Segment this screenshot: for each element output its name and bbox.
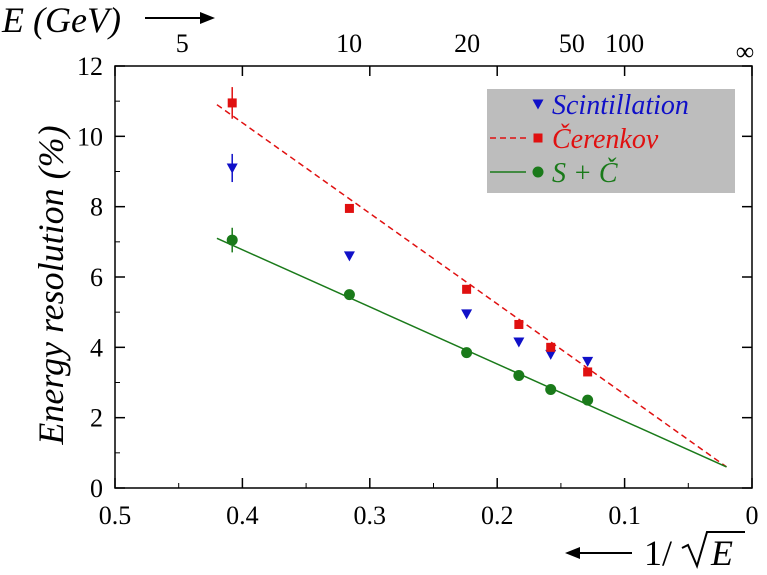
x-tick-label: 0.1 xyxy=(608,501,641,530)
legend-box xyxy=(487,89,735,193)
top-axis-title: E (GeV) xyxy=(1,0,121,40)
data-point xyxy=(226,234,238,246)
data-point xyxy=(462,284,472,294)
y-tick-label: 0 xyxy=(90,474,103,503)
legend-marker xyxy=(533,133,543,143)
legend-label: Čerenkov xyxy=(552,124,659,155)
x-tick-label: 0.5 xyxy=(99,501,132,530)
data-point xyxy=(226,163,238,174)
top-tick-label: ∞ xyxy=(736,37,755,66)
data-point xyxy=(461,309,473,320)
y-tick-label: 12 xyxy=(77,52,103,81)
top-tick-label: 50 xyxy=(559,29,585,58)
data-point xyxy=(227,98,237,108)
series-points xyxy=(226,153,594,367)
data-point xyxy=(582,356,594,367)
data-point xyxy=(545,349,557,360)
data-point xyxy=(514,319,524,329)
svg-text:E: E xyxy=(710,533,733,573)
y-tick-label: 6 xyxy=(90,263,103,292)
data-point xyxy=(344,203,354,213)
y-tick-label: 4 xyxy=(90,333,103,362)
y-tick-label: 2 xyxy=(90,404,103,433)
top-tick-label: 100 xyxy=(605,29,644,58)
series-points xyxy=(226,227,594,406)
legend-marker xyxy=(532,166,544,178)
legend-marker xyxy=(532,99,544,110)
data-points xyxy=(226,87,594,406)
x-tick-label: 0 xyxy=(746,501,759,530)
data-point xyxy=(546,342,556,352)
legend-label: S + Č xyxy=(552,158,618,189)
top-tick-label: 5 xyxy=(176,29,189,58)
axis-ticks: 0.5 0.4 0.3 0.2 0.1 0 0 2 4 6 8 10 12 5 10 20 50 100 ∞ xyxy=(77,29,759,530)
x-tick-label: 0.2 xyxy=(481,501,514,530)
bottom-axis-title: 1/ E xyxy=(644,531,745,573)
data-point xyxy=(461,347,473,359)
legend-label: Scintillation xyxy=(552,90,689,121)
data-point xyxy=(582,394,594,406)
x-tick-label: 0.3 xyxy=(354,501,387,530)
bottom-axis-arrow xyxy=(565,547,632,559)
data-point xyxy=(343,289,355,301)
y-tick-label: 10 xyxy=(77,122,103,151)
data-point xyxy=(513,337,525,348)
top-tick-label: 10 xyxy=(336,29,362,58)
data-point xyxy=(513,369,525,381)
y-axis-title: Energy resolution (%) xyxy=(31,125,71,445)
x-tick-label: 0.4 xyxy=(226,501,259,530)
data-point xyxy=(583,367,593,377)
series-points xyxy=(227,87,593,377)
svg-text:1/: 1/ xyxy=(644,533,672,573)
top-tick-label: 20 xyxy=(454,29,480,58)
data-point xyxy=(545,384,557,396)
top-axis-arrow xyxy=(145,12,215,24)
y-tick-label: 8 xyxy=(90,193,103,222)
data-point xyxy=(343,251,355,262)
axis-titles: Energy resolution (%) E (GeV) 1/ E xyxy=(1,0,745,573)
fit-line xyxy=(216,104,727,468)
